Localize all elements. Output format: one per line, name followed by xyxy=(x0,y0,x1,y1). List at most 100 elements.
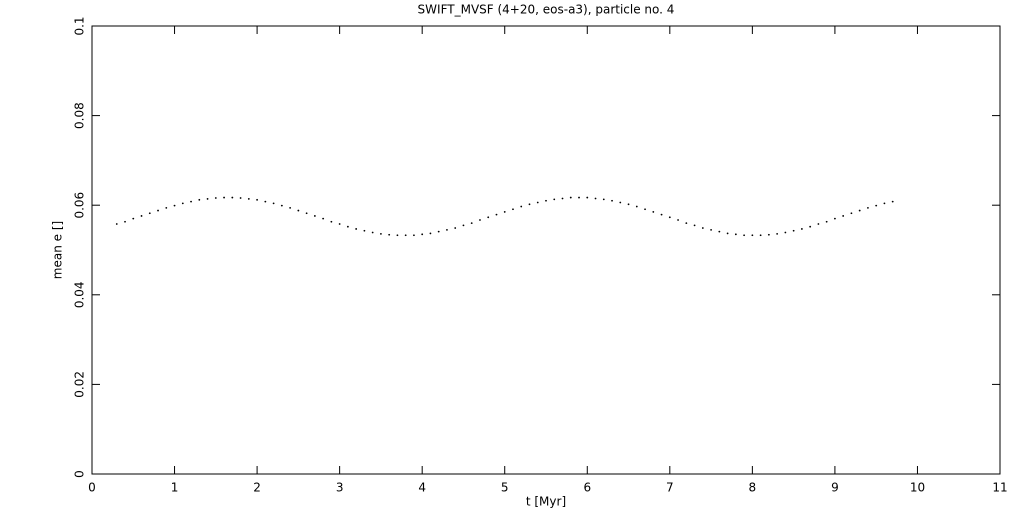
point xyxy=(891,200,894,203)
point xyxy=(594,197,597,200)
y-tick-label: 0 xyxy=(73,470,87,478)
x-tick-label: 10 xyxy=(910,481,925,495)
point xyxy=(883,202,886,205)
point xyxy=(834,217,836,220)
x-tick-label: 7 xyxy=(666,481,674,495)
point xyxy=(561,197,564,200)
point xyxy=(718,230,721,233)
point xyxy=(627,203,630,206)
point xyxy=(536,201,539,204)
point xyxy=(693,224,696,227)
point xyxy=(800,228,803,230)
point xyxy=(190,200,192,203)
point xyxy=(173,204,176,207)
point xyxy=(743,234,746,237)
point xyxy=(371,231,374,234)
point xyxy=(132,217,135,220)
point xyxy=(611,199,613,202)
point xyxy=(272,202,275,205)
point xyxy=(206,198,209,200)
point xyxy=(470,222,473,225)
y-axis-label: mean e [] xyxy=(51,221,65,279)
point xyxy=(677,219,679,221)
point xyxy=(363,229,366,232)
point xyxy=(726,232,729,235)
point xyxy=(858,209,861,212)
point xyxy=(214,197,217,199)
point xyxy=(247,198,250,200)
point xyxy=(495,213,498,216)
point xyxy=(809,225,812,228)
point xyxy=(569,196,572,199)
point xyxy=(875,204,878,207)
point xyxy=(710,228,712,231)
point xyxy=(734,233,737,236)
plot-frame xyxy=(91,25,1001,475)
point xyxy=(668,216,671,219)
point xyxy=(346,225,349,228)
point xyxy=(867,206,869,209)
y-tick-label: 0.04 xyxy=(73,281,87,308)
point xyxy=(322,217,325,220)
point xyxy=(454,227,457,229)
point xyxy=(313,215,316,217)
point xyxy=(338,223,341,225)
point xyxy=(305,212,308,215)
x-tick-label: 1 xyxy=(171,481,179,495)
x-tick-label: 5 xyxy=(501,481,509,495)
point xyxy=(231,196,234,199)
x-tick-label: 4 xyxy=(418,481,426,495)
point xyxy=(635,205,638,208)
point xyxy=(289,206,292,209)
point xyxy=(751,234,754,237)
x-tick-label: 11 xyxy=(992,481,1007,495)
point xyxy=(817,223,820,225)
y-tick-label: 0.08 xyxy=(73,102,87,129)
point xyxy=(181,202,184,205)
point xyxy=(792,229,795,232)
point xyxy=(165,206,168,209)
x-tick-label: 8 xyxy=(749,481,757,495)
x-tick-label: 2 xyxy=(253,481,261,495)
point xyxy=(256,198,258,201)
point xyxy=(619,201,622,204)
x-tick-label: 3 xyxy=(336,481,344,495)
point xyxy=(198,198,201,201)
point xyxy=(396,234,399,237)
point xyxy=(239,197,242,199)
point xyxy=(297,209,300,212)
y-tick-label: 0.02 xyxy=(73,371,87,398)
x-tick-label: 0 xyxy=(88,481,96,495)
point xyxy=(850,212,853,215)
point xyxy=(825,220,828,223)
point xyxy=(446,228,448,231)
chart-title: SWIFT_MVSF (4+20, eos-a3), particle no. … xyxy=(418,3,675,17)
point xyxy=(586,196,589,199)
point xyxy=(380,232,382,235)
x-tick-label: 6 xyxy=(583,481,591,495)
point xyxy=(545,199,547,202)
y-tick-label: 0.1 xyxy=(73,16,87,35)
point xyxy=(421,233,424,236)
point xyxy=(264,200,267,203)
point xyxy=(759,234,762,237)
point xyxy=(528,203,531,206)
point xyxy=(413,234,415,237)
point xyxy=(644,208,646,211)
point xyxy=(157,209,159,212)
point xyxy=(701,227,704,229)
point xyxy=(140,215,143,217)
point xyxy=(124,220,126,223)
point xyxy=(429,232,432,235)
point xyxy=(553,198,556,201)
point xyxy=(223,196,225,199)
x-axis-label: t [Myr] xyxy=(526,495,566,509)
point xyxy=(652,211,655,213)
point xyxy=(280,204,283,207)
point xyxy=(462,224,465,227)
point xyxy=(437,230,440,233)
point xyxy=(602,198,605,201)
point xyxy=(767,233,770,236)
point xyxy=(388,233,391,236)
